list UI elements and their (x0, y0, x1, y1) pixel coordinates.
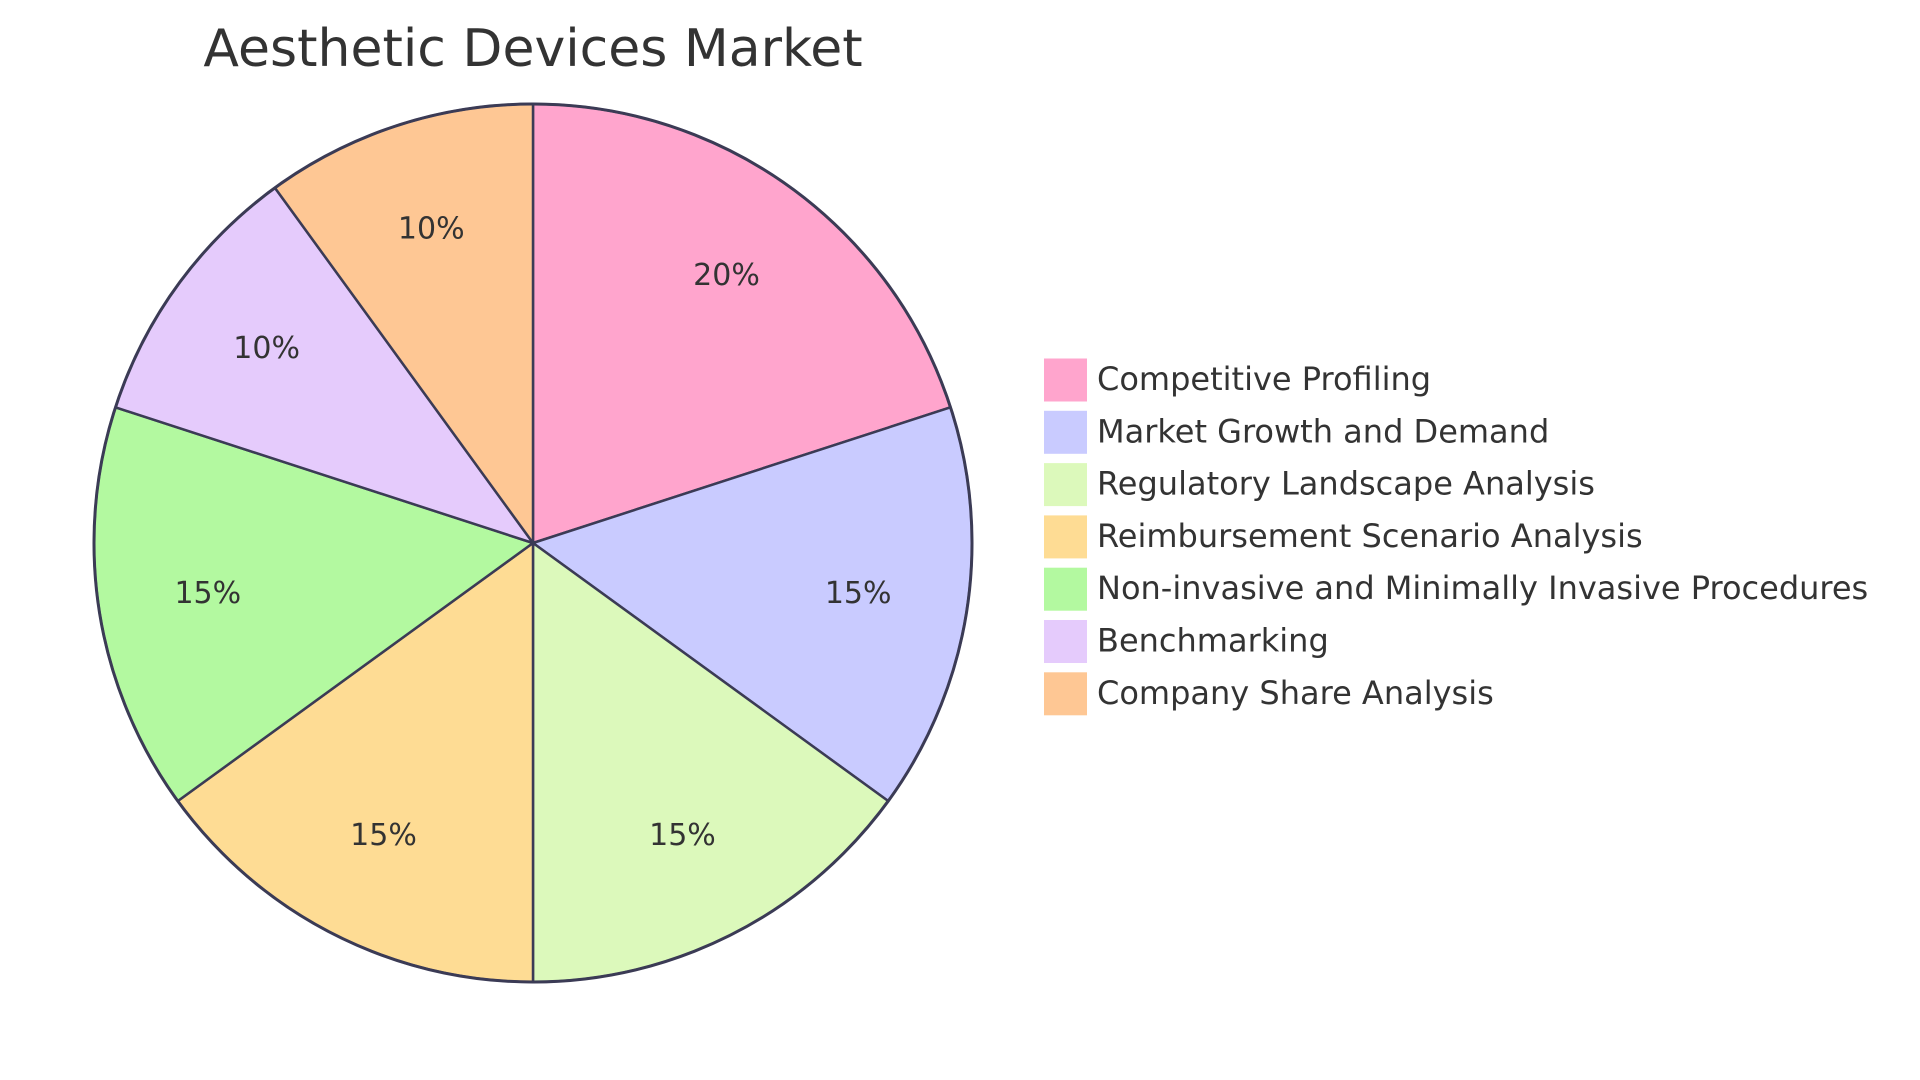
legend-label: Company Share Analysis (1097, 674, 1494, 712)
slice-label: 15% (825, 576, 892, 611)
legend-swatch (1044, 620, 1087, 663)
legend-swatch (1044, 358, 1087, 402)
legend-swatch (1044, 515, 1087, 559)
slice-label: 15% (649, 818, 716, 853)
slice-label: 20% (693, 258, 760, 293)
legend-label: Non-invasive and Minimally Invasive Proc… (1097, 569, 1868, 607)
legend-swatch (1044, 567, 1087, 611)
legend-swatch (1044, 672, 1087, 716)
legend-label: Competitive Profiling (1097, 360, 1431, 398)
pie-outline (92, 102, 974, 984)
legend-label: Market Growth and Demand (1097, 412, 1549, 450)
slice-label: 10% (398, 211, 465, 246)
slice-label: 10% (233, 331, 300, 366)
legend-label: Benchmarking (1097, 622, 1329, 660)
slice-label: 15% (350, 818, 417, 853)
legend-label: Reimbursement Scenario Analysis (1097, 517, 1643, 555)
chart-title: Aesthetic Devices Market (203, 19, 862, 79)
legend-label: Regulatory Landscape Analysis (1097, 465, 1595, 503)
legend-swatch (1044, 463, 1087, 507)
slice-label: 15% (174, 576, 241, 611)
legend-swatch (1044, 410, 1087, 454)
